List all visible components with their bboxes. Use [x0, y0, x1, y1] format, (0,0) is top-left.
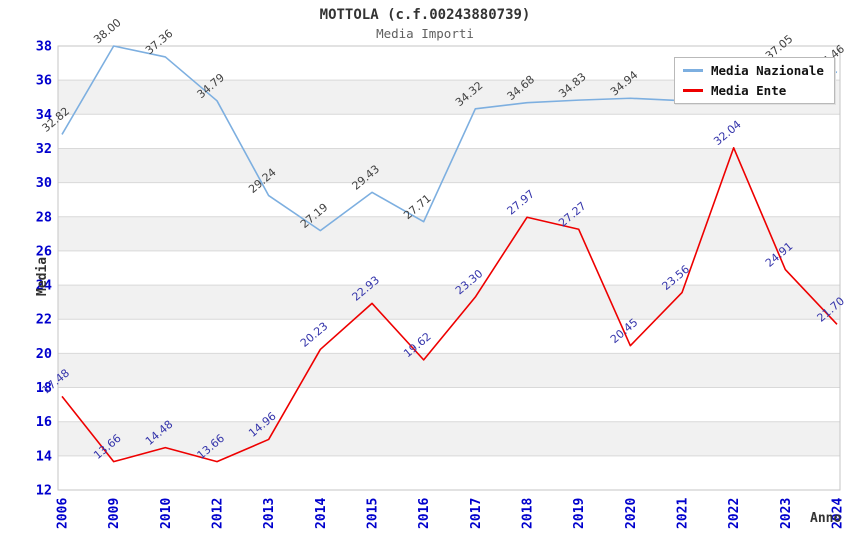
y-tick-label: 16 [36, 414, 52, 430]
chart-title: MOTTOLA (c.f.00243880739) [319, 7, 531, 23]
plot-band [58, 285, 840, 320]
x-tick-label: 2024 [831, 498, 846, 529]
plot-band [58, 353, 840, 388]
legend-swatch [683, 89, 703, 92]
plot-band [58, 455, 840, 490]
x-tick-label: 2015 [366, 498, 381, 529]
x-tick-label: 2017 [469, 498, 484, 529]
x-tick-label: 2016 [417, 498, 432, 529]
x-tick-label: 2013 [262, 498, 277, 529]
x-tick-label: 2014 [314, 498, 329, 529]
x-tick-label: 2012 [211, 498, 226, 529]
legend-item-media-ente: Media Ente [683, 83, 824, 98]
y-tick-label: 34 [36, 107, 52, 123]
plot-band [58, 216, 840, 251]
y-tick-label: 36 [36, 73, 52, 89]
x-axis-title: Anno [810, 511, 842, 526]
data-label: 38.00 [91, 16, 123, 46]
y-tick-label: 20 [36, 346, 52, 362]
x-tick-label: 2009 [107, 498, 122, 529]
y-axis-title: Media [35, 256, 50, 296]
plot-bands [58, 46, 840, 490]
y-tick-label: 18 [36, 380, 52, 396]
x-tick-label: 2020 [624, 498, 639, 529]
legend-item-media-nazionale: Media Nazionale [683, 63, 824, 78]
plot-band [58, 114, 840, 149]
x-tick-label: 2019 [572, 498, 587, 529]
y-tick-label: 30 [36, 175, 52, 191]
legend-swatch [683, 69, 703, 72]
y-tick-label: 26 [36, 243, 52, 259]
x-tick-label: 2021 [676, 498, 691, 529]
plot-band [58, 319, 840, 354]
y-tick-label: 12 [36, 483, 52, 499]
plot-band [58, 250, 840, 286]
y-tick-label: 24 [36, 278, 52, 294]
plot-band [58, 421, 840, 456]
x-tick-label: 2023 [779, 498, 794, 529]
y-tick-label: 22 [36, 312, 52, 328]
y-tick-label: 14 [36, 448, 52, 464]
x-tick-label: 2022 [727, 498, 742, 529]
x-tick-label: 2018 [521, 498, 536, 529]
y-tick-label: 28 [36, 209, 52, 225]
y-tick-label: 38 [36, 39, 52, 55]
chart-subtitle: Media Importi [376, 26, 474, 41]
y-tick-label: 32 [36, 141, 52, 157]
plot-band [58, 182, 840, 217]
plot-frame [57, 45, 841, 491]
x-tick-label: 2006 [56, 498, 71, 529]
plot-border [57, 45, 841, 491]
legend-label: Media Ente [711, 83, 787, 98]
x-tick-label: 2010 [159, 498, 174, 529]
series-line-media-ente [61, 146, 838, 463]
plot-band [58, 387, 840, 422]
legend-label: Media Nazionale [711, 63, 824, 78]
legend: Media Nazionale Media Ente [674, 57, 835, 104]
